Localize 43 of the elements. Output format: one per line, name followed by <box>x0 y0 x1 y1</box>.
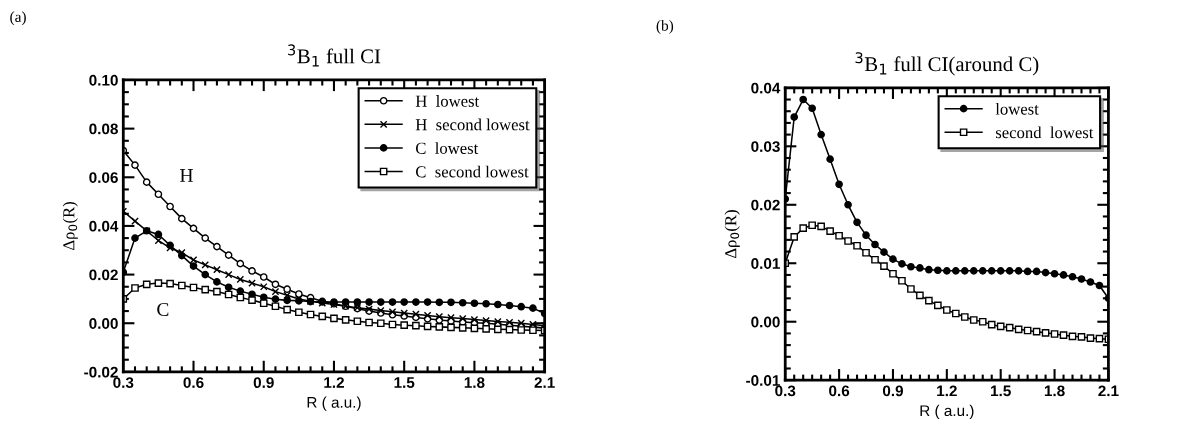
legend-label: second lowest <box>995 126 1094 139</box>
x-tick-label: 0.3 <box>775 385 796 397</box>
y-axis-title: Δρ$_{0}$(R) <box>724 210 740 259</box>
x-tick-label: 1.8 <box>464 377 485 388</box>
x-tick-label: 2.1 <box>534 377 555 388</box>
y-tick-label: 0.00 <box>89 318 118 329</box>
annotation: H <box>180 169 193 182</box>
x-axis-title: R ( a.u.) <box>307 396 361 411</box>
y-tick-label: 0.02 <box>751 199 780 211</box>
x-tick-label: 0.3 <box>113 377 134 388</box>
y-tick-label: 0.04 <box>751 82 781 94</box>
x-tick-label: 1.2 <box>324 377 344 388</box>
text: (a) <box>10 11 26 26</box>
legend-label: C lowest <box>415 142 479 154</box>
annotation: C <box>157 302 169 317</box>
x-tick-label: 0.9 <box>882 385 904 397</box>
y-tick-label: 0.06 <box>89 172 118 183</box>
x-axis-title: R ( a.u.) <box>920 404 974 420</box>
x-tick-label: 1.8 <box>1044 385 1065 397</box>
x-tick-label: 1.5 <box>394 377 415 388</box>
legend-label: lowest <box>995 102 1039 115</box>
y-tick-label: 0.04 <box>89 220 119 232</box>
y-tick-label: 0.03 <box>751 141 780 153</box>
legend-label: C second lowest <box>415 165 529 178</box>
y-tick-label: -0.01 <box>746 375 780 386</box>
x-tick-label: 1.2 <box>937 385 957 397</box>
y-tick-label: 0.00 <box>751 316 780 328</box>
y-tick-label: 0.02 <box>89 269 118 281</box>
x-tick-label: 0.6 <box>183 377 204 388</box>
x-tick-label: 2.1 <box>1098 385 1119 397</box>
legend-label: H second lowest <box>415 118 530 131</box>
x-tick-label: 0.9 <box>253 377 274 388</box>
x-tick-label: 1.5 <box>991 385 1011 397</box>
y-tick-label: -0.02 <box>84 366 118 378</box>
chart-title: $^{3}$B$_{1}$ full CI(around C) <box>855 52 1039 76</box>
y-tick-label: 0.01 <box>751 258 780 269</box>
chart-title: $^{3}$B$_{1}$ full CI <box>288 44 381 67</box>
text: (b) <box>656 19 674 34</box>
x-tick-label: 0.6 <box>829 385 850 397</box>
y-tick-label: 0.08 <box>89 123 118 135</box>
y-axis-title: Δρ$_{0}$(R) <box>62 202 78 250</box>
y-tick-label: 0.10 <box>89 74 118 86</box>
legend-label: H lowest <box>415 95 480 107</box>
